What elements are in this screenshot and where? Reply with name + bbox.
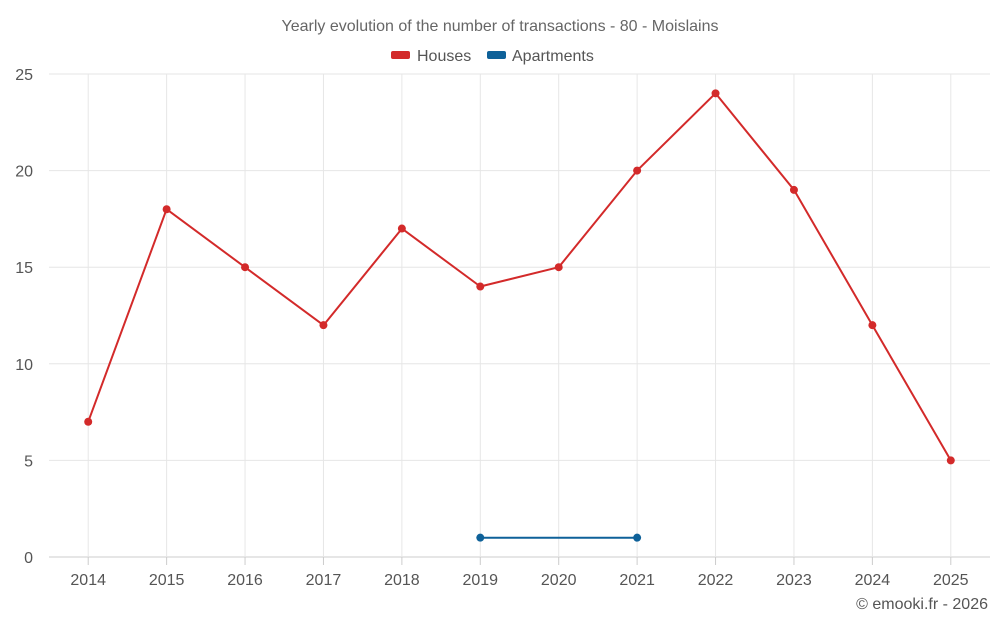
data-point-houses[interactable] xyxy=(868,321,877,330)
y-tick-label: 10 xyxy=(15,357,33,374)
x-tick-label: 2014 xyxy=(70,572,106,589)
y-axis: 0 5 10 15 20 25 xyxy=(15,67,33,567)
x-tick-label: 2017 xyxy=(306,572,342,589)
x-tick-label: 2016 xyxy=(227,572,263,589)
chart-title: Yearly evolution of the number of transa… xyxy=(282,18,719,35)
legend-label-houses: Houses xyxy=(417,48,471,65)
data-point-apartments[interactable] xyxy=(633,533,642,542)
data-point-houses[interactable] xyxy=(397,224,406,233)
data-point-houses[interactable] xyxy=(162,205,171,214)
y-tick-label: 15 xyxy=(15,260,33,277)
data-point-houses[interactable] xyxy=(84,417,93,426)
data-point-houses[interactable] xyxy=(319,321,328,330)
data-point-houses[interactable] xyxy=(711,89,720,98)
data-point-houses[interactable] xyxy=(789,185,798,194)
legend-swatch-apartments xyxy=(487,51,506,59)
y-tick-label: 20 xyxy=(15,164,33,181)
x-tick-label: 2025 xyxy=(933,572,969,589)
data-point-houses[interactable] xyxy=(633,166,642,175)
y-tick-label: 0 xyxy=(24,550,33,567)
credit-text: © emooki.fr - 2026 xyxy=(856,596,988,613)
legend-swatch-houses xyxy=(391,51,410,59)
x-tick-label: 2018 xyxy=(384,572,420,589)
legend-item-houses[interactable]: Houses xyxy=(391,48,471,65)
x-tick-label: 2015 xyxy=(149,572,185,589)
data-point-houses[interactable] xyxy=(476,282,485,291)
data-point-houses[interactable] xyxy=(241,263,250,272)
x-axis: 2014 2015 2016 2017 2018 2019 2020 2021 2022 2023… xyxy=(70,557,969,589)
series xyxy=(84,89,955,542)
x-tick-label: 2024 xyxy=(855,572,891,589)
data-point-apartments[interactable] xyxy=(476,533,485,542)
x-tick-label: 2023 xyxy=(776,572,812,589)
legend: Houses Apartments xyxy=(391,48,594,65)
grid xyxy=(49,73,990,558)
x-tick-label: 2022 xyxy=(698,572,734,589)
y-tick-label: 5 xyxy=(24,453,33,470)
x-tick-label: 2021 xyxy=(619,572,655,589)
series-line-houses xyxy=(87,92,952,461)
y-tick-label: 25 xyxy=(15,67,33,84)
legend-label-apartments: Apartments xyxy=(512,48,594,65)
legend-item-apartments[interactable]: Apartments xyxy=(487,48,594,65)
x-tick-label: 2019 xyxy=(462,572,498,589)
x-tick-label: 2020 xyxy=(541,572,577,589)
data-point-houses[interactable] xyxy=(946,456,955,465)
data-point-houses[interactable] xyxy=(554,263,563,272)
